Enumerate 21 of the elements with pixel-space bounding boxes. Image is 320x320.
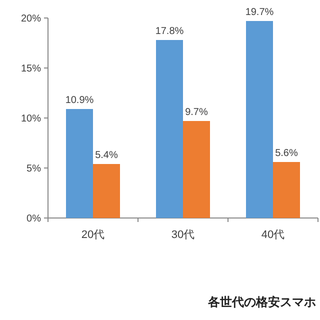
x-tick-label: 40代 bbox=[261, 229, 285, 241]
data-label: 5.4% bbox=[95, 150, 118, 161]
y-tick-label: 0% bbox=[26, 214, 42, 224]
data-label: 17.8% bbox=[155, 26, 184, 37]
bar bbox=[246, 21, 273, 218]
bar bbox=[66, 109, 93, 218]
text: 各世代の格安スマホ bbox=[207, 295, 316, 309]
y-tick-label: 5% bbox=[26, 164, 42, 174]
data-label: 10.9% bbox=[65, 95, 94, 106]
bar bbox=[156, 40, 183, 218]
bar bbox=[273, 162, 300, 218]
bar bbox=[183, 121, 210, 218]
x-tick-label: 20代 bbox=[81, 229, 105, 241]
data-label: 19.7% bbox=[245, 7, 274, 18]
data-label: 9.7% bbox=[185, 107, 208, 118]
x-tick-label: 30代 bbox=[171, 229, 195, 241]
y-tick-label: 15% bbox=[20, 64, 42, 74]
data-label: 5.6% bbox=[275, 148, 298, 159]
y-tick-label: 20% bbox=[20, 14, 42, 24]
bar bbox=[93, 164, 120, 218]
y-tick-label: 10% bbox=[20, 114, 42, 124]
